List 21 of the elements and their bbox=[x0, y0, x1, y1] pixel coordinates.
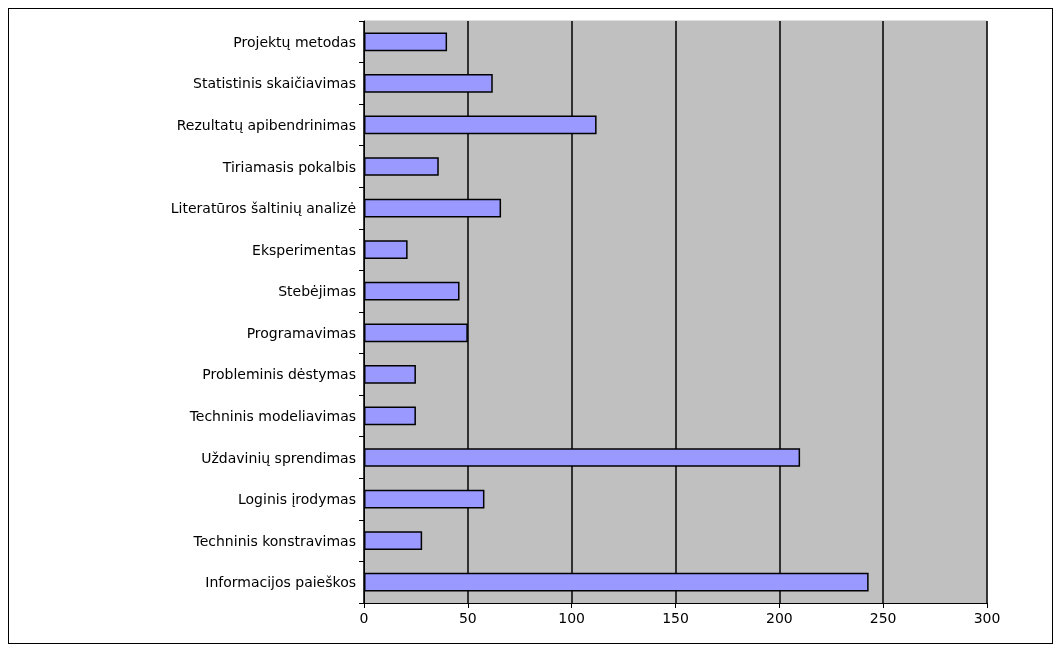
y-tick-label: Informacijos paieškos bbox=[205, 574, 356, 591]
x-tick-label: 300 bbox=[973, 610, 1001, 626]
x-tick-label: 250 bbox=[869, 610, 897, 626]
y-tick-label: Projektų metodas bbox=[233, 33, 356, 50]
y-tick-label: Eksperimentas bbox=[252, 241, 356, 258]
y-tick-label: Tiriamasis pokalbis bbox=[221, 158, 356, 175]
x-tick-label: 200 bbox=[765, 610, 793, 626]
y-tick-label: Techninis konstravimas bbox=[192, 532, 356, 549]
y-tick-label: Techninis modeliavimas bbox=[188, 407, 356, 424]
y-tick-label: Loginis įrodymas bbox=[238, 491, 356, 508]
y-tick-label: Statistinis skaičiavimas bbox=[193, 75, 356, 92]
y-tick-label: Literatūros šaltinių analizė bbox=[170, 200, 356, 217]
x-tick-label: 0 bbox=[359, 610, 369, 626]
y-tick-label: Rezultatų apibendrinimas bbox=[176, 116, 356, 133]
x-tick-label: 150 bbox=[662, 610, 689, 626]
x-tick-label: 100 bbox=[558, 610, 586, 626]
y-tick-label: Uždavinių sprendimas bbox=[201, 449, 356, 466]
x-tick-label: 50 bbox=[458, 610, 477, 626]
y-tick-label: Programavimas bbox=[246, 324, 356, 341]
y-tick-label: Stebėjimas bbox=[278, 283, 356, 300]
y-tick-label: Probleminis dėstymas bbox=[202, 366, 356, 383]
